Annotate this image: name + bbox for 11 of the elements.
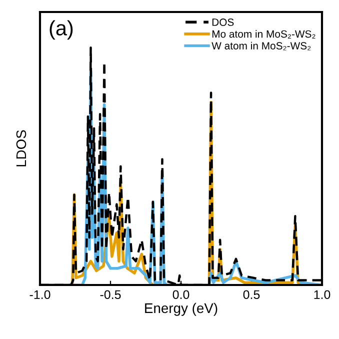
legend-label: Mo atom in MoS₂-WS₂	[212, 30, 316, 38]
legend-label: DOS	[212, 18, 234, 26]
text: (a)	[50, 20, 73, 40]
x-axis-title: Energy (eV)	[145, 302, 218, 316]
x-tick-label: -1.0	[30, 290, 50, 300]
x-tick-label: -0.5	[100, 290, 121, 300]
x-tick-label: 0.5	[243, 290, 260, 300]
legend-label: W atom in MoS₂-WS₂	[212, 42, 311, 50]
x-tick-label: 1.0	[314, 290, 330, 300]
y-axis-title: LDOS	[16, 130, 26, 166]
x-tick-label: 0.0	[172, 290, 190, 300]
